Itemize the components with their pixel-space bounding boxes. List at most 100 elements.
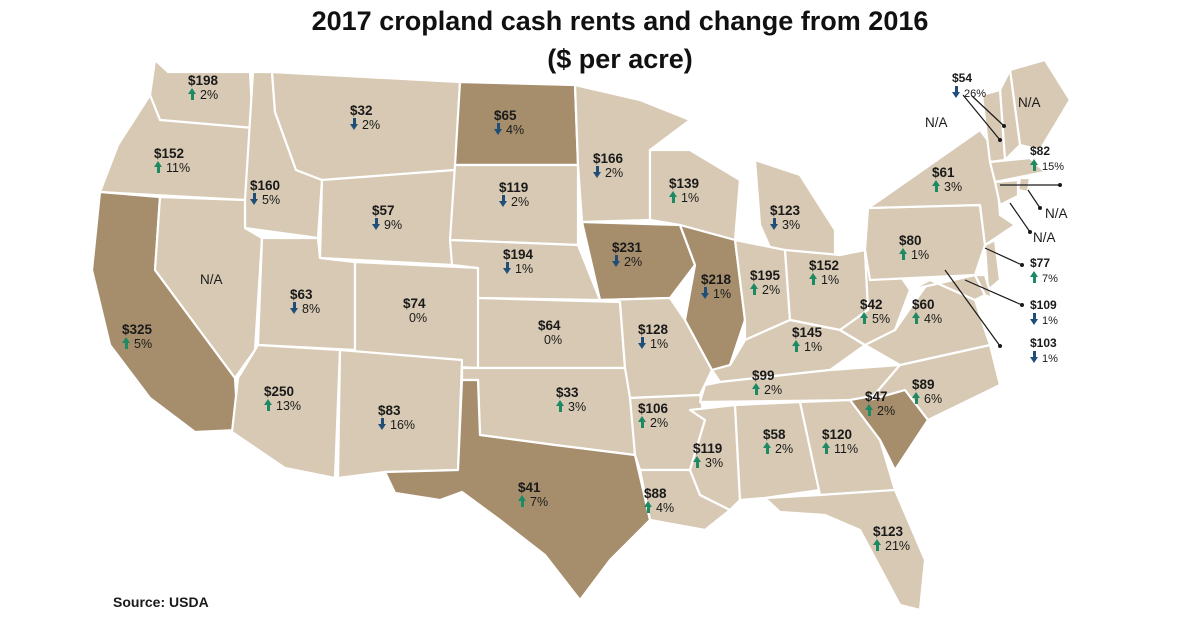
change-percent: 11% — [834, 442, 859, 456]
state-de — [973, 273, 994, 300]
rent-value: $250 — [264, 384, 295, 399]
state-label-al: $58 2% — [763, 427, 793, 457]
rent-value: $65 — [494, 108, 517, 123]
map-subtitle: ($ per acre) — [547, 44, 693, 74]
arrow-down-icon — [250, 193, 259, 205]
rent-value: $103 — [1030, 336, 1057, 350]
change-percent: 4% — [656, 501, 675, 515]
state-tx — [383, 378, 652, 602]
leader-line — [964, 279, 1023, 306]
rent-value: $83 — [378, 403, 401, 418]
rent-value: N/A — [1018, 95, 1041, 110]
rent-value: $145 — [792, 325, 823, 340]
change-value: 2% — [750, 283, 780, 298]
change-value: 3% — [556, 400, 586, 415]
rent-value: $123 — [770, 203, 801, 218]
arrow-down-icon — [372, 218, 381, 230]
change-percent: 2% — [362, 118, 381, 132]
state-label-ne: $194 1% — [503, 247, 533, 277]
change-value: 1% — [669, 191, 699, 206]
rent-value: $64 — [538, 318, 561, 333]
leader-dot — [998, 344, 1002, 348]
change-value: 2% — [638, 416, 668, 431]
state-label-nv: N/A — [200, 272, 223, 287]
arrow-down-icon — [1030, 351, 1039, 363]
arrow-up-icon — [644, 501, 653, 513]
state-label-mt: $32 2% — [350, 103, 380, 133]
arrow-down-icon — [701, 287, 710, 299]
rent-value: $57 — [372, 203, 395, 218]
change-percent: 1% — [681, 191, 700, 205]
change-percent: 26% — [964, 88, 987, 100]
state-label-ia: $231 2% — [612, 240, 642, 270]
change-percent: 1% — [713, 287, 732, 301]
arrow-up-icon — [1030, 271, 1039, 283]
rent-value: $139 — [669, 176, 700, 191]
state-label-fl: $123 21% — [873, 524, 910, 554]
state-label-il: $218 1% — [701, 272, 731, 302]
change-percent: 3% — [944, 180, 963, 194]
change-percent: 2% — [877, 404, 896, 418]
rent-value: $119 — [499, 180, 529, 195]
change-value: 1% — [701, 287, 731, 302]
change-percent: 4% — [924, 312, 943, 326]
arrow-down-icon — [350, 118, 359, 130]
state-label-ri: N/A — [1045, 206, 1068, 221]
rent-value: $119 — [693, 441, 723, 456]
rent-value: $32 — [350, 103, 373, 118]
state-label-me: N/A — [1018, 95, 1041, 110]
change-percent: 16% — [390, 418, 416, 432]
arrow-down-icon — [503, 262, 512, 274]
arrow-down-icon — [593, 166, 602, 178]
change-value: 15% — [1030, 159, 1064, 175]
rent-value: $77 — [1030, 256, 1051, 270]
rent-value: N/A — [925, 115, 948, 130]
change-value: 1% — [638, 337, 668, 352]
rent-value: $61 — [932, 165, 955, 180]
arrow-down-icon — [499, 195, 508, 207]
state-ct — [993, 178, 1020, 207]
change-value: 2% — [865, 404, 895, 419]
state-label-oh: $152 1% — [809, 258, 839, 288]
change-value: 3% — [770, 218, 800, 233]
change-value: 4% — [494, 123, 524, 138]
arrow-up-icon — [669, 191, 678, 203]
change-value: 16% — [378, 418, 415, 433]
state-ga — [798, 398, 897, 497]
change-percent: 5% — [134, 337, 153, 351]
rent-value: $54 — [952, 71, 973, 85]
rent-value: $194 — [503, 247, 534, 262]
state-label-ar: $106 2% — [638, 401, 668, 431]
arrow-down-icon — [770, 218, 779, 230]
arrow-down-icon — [290, 302, 299, 314]
change-percent: 2% — [511, 195, 530, 209]
map-title: 2017 cropland cash rents and change from… — [311, 6, 929, 36]
source-note: Source: USDA — [113, 594, 209, 610]
state-label-wy: $57 9% — [372, 203, 402, 233]
state-label-tn: $99 2% — [752, 368, 782, 398]
change-percent: 2% — [624, 255, 643, 269]
state-label-ca: $325 5% — [122, 322, 152, 352]
rent-value: $63 — [290, 287, 313, 302]
arrow-down-icon — [378, 418, 387, 430]
arrow-up-icon — [752, 383, 761, 395]
change-value: 2% — [612, 255, 642, 270]
state-label-nj: $77 7% — [1030, 256, 1058, 287]
state-label-wi: $139 1% — [669, 176, 699, 206]
state-label-nc: $89 6% — [912, 377, 942, 407]
change-percent: 13% — [276, 399, 302, 413]
change-value: 0% — [403, 311, 427, 326]
change-percent: 5% — [262, 193, 281, 207]
change-percent: 2% — [605, 166, 624, 180]
arrow-up-icon — [188, 88, 197, 100]
rent-value: $42 — [860, 297, 883, 312]
change-percent: 4% — [506, 123, 525, 137]
arrow-up-icon — [822, 442, 831, 454]
rent-value: $128 — [638, 322, 669, 337]
change-percent: 1% — [650, 337, 669, 351]
change-percent: 1% — [1042, 353, 1058, 365]
state-label-mn: $166 2% — [593, 151, 623, 181]
arrow-down-icon — [638, 337, 647, 349]
leader-dot — [1028, 230, 1032, 234]
